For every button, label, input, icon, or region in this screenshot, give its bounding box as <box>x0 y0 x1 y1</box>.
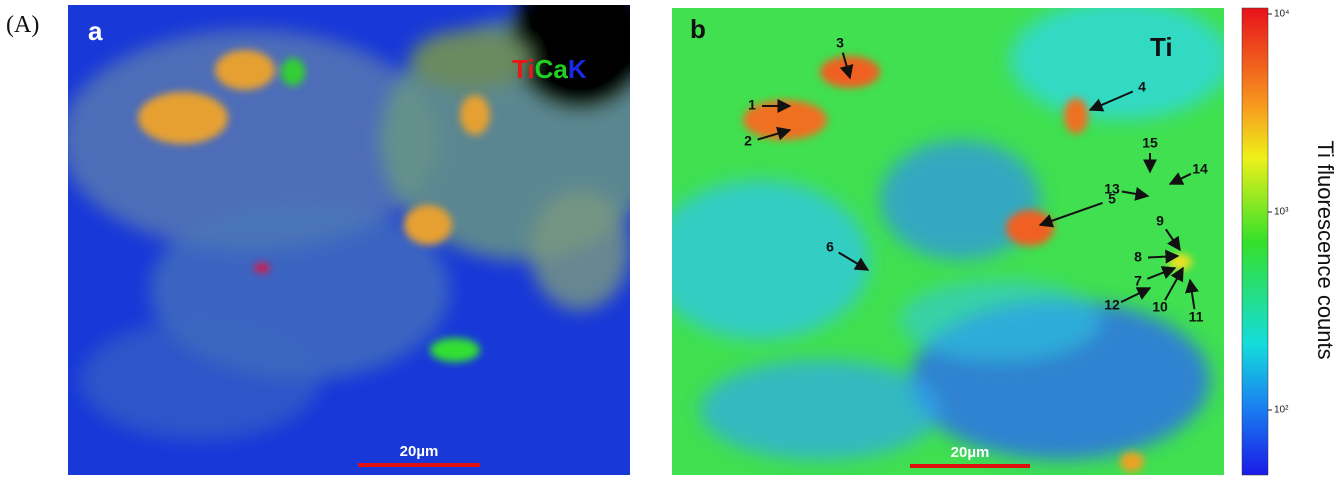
annotation-arrow <box>1088 90 1134 112</box>
annotation-arrow <box>1184 278 1199 310</box>
annotation-label: 9 <box>1156 213 1164 229</box>
colorbar-tick-label: 10⁴ <box>1274 9 1289 20</box>
colorbar-label: Ti fluorescence counts <box>1313 140 1338 359</box>
element-label: K <box>568 54 587 84</box>
annotation-arrow <box>1164 228 1181 252</box>
panel-label: a <box>88 16 103 46</box>
annotation-label: 15 <box>1142 135 1158 151</box>
annotation-arrow <box>1164 266 1184 301</box>
colorbar-tick-label: 10³ <box>1274 207 1289 218</box>
annotation-label: 5 <box>1108 191 1116 207</box>
annotation-arrow <box>1038 202 1103 228</box>
annotation-arrow <box>839 52 854 80</box>
element-label: Ti <box>512 54 535 84</box>
annotation-arrow <box>1146 266 1177 280</box>
annotation-arrow <box>1147 249 1180 264</box>
panel-label: b <box>690 14 706 44</box>
annotation-label: 14 <box>1192 161 1208 177</box>
annotation-label: 13 <box>1104 181 1120 197</box>
map-a <box>68 5 630 475</box>
annotation-label: 10 <box>1152 299 1168 315</box>
annotation-label: 8 <box>1134 249 1142 265</box>
annotation-arrow <box>1168 172 1192 185</box>
annotation-label: 4 <box>1138 79 1146 95</box>
annotation-label: 11 <box>1189 309 1204 325</box>
scale-bar-label: 20µm <box>400 443 439 460</box>
annotation-arrow <box>838 251 870 271</box>
annotation-label: 3 <box>836 35 844 51</box>
annotation-label: 7 <box>1134 273 1142 289</box>
annotation-arrow <box>1120 287 1152 304</box>
element-label: Ti <box>1150 32 1173 62</box>
element-labels: TiCaK <box>512 54 587 84</box>
annotation-label: 1 <box>748 97 756 113</box>
annotation-label: 2 <box>744 133 752 149</box>
annotation-arrow <box>1121 186 1150 201</box>
annotation-label: 6 <box>826 239 834 255</box>
figure-label: (A) <box>6 12 39 38</box>
colorbar-tick-label: 10² <box>1274 405 1289 416</box>
scale-bar-label: 20µm <box>951 444 990 461</box>
element-label: Ca <box>535 54 569 84</box>
annotation-label: 12 <box>1104 297 1120 313</box>
annotation-arrow <box>757 126 792 141</box>
colorbar <box>1241 7 1269 476</box>
map-b <box>672 8 1224 475</box>
